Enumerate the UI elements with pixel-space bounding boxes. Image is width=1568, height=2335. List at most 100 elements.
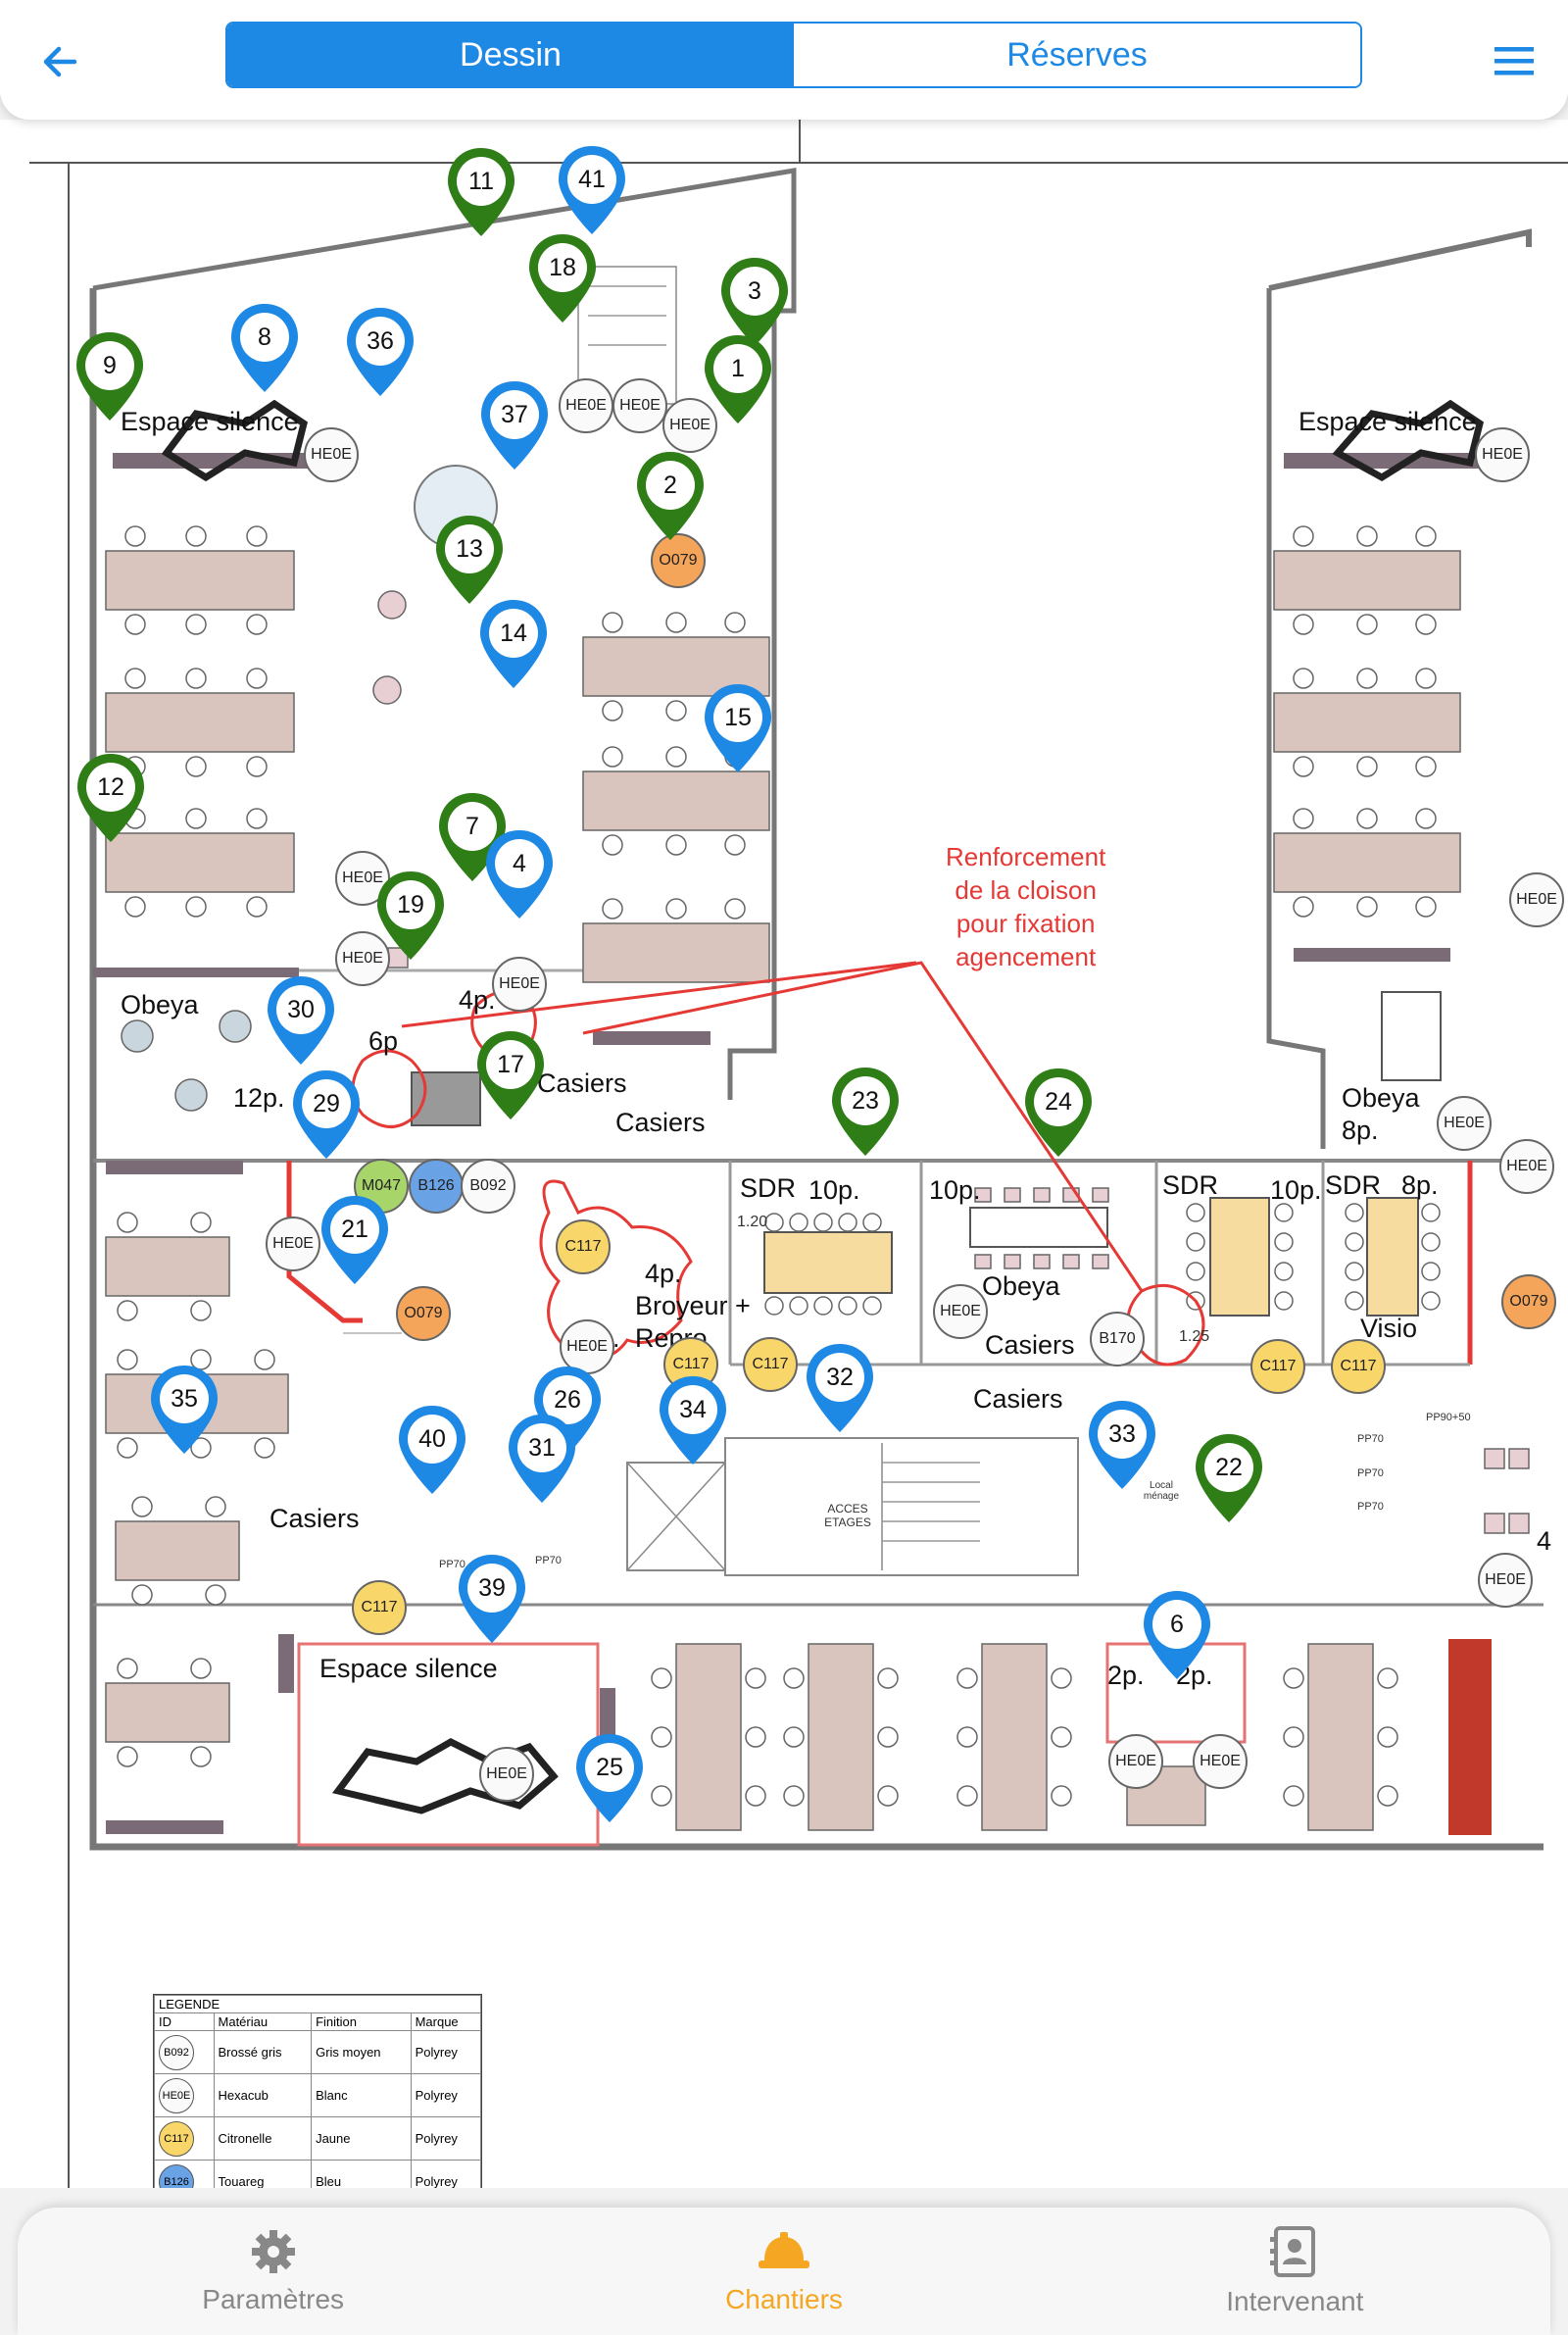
material-chip[interactable]: O079 [651, 533, 706, 588]
back-button[interactable] [37, 37, 86, 86]
reserve-pin[interactable]: 31 [507, 1413, 577, 1505]
pin-number: 33 [1098, 1410, 1147, 1459]
nav-intervenant[interactable]: Intervenant [1040, 2208, 1550, 2335]
legend-row: B092 Brossé gris Gris moyen Polyrey [154, 2030, 482, 2074]
pin-number: 37 [490, 390, 539, 439]
floor-plan-drawing [29, 120, 1568, 2188]
drawing-label: PP70 [535, 1555, 562, 1566]
reserve-pin[interactable]: 11 [446, 146, 516, 238]
reserve-pin[interactable]: 40 [397, 1404, 467, 1496]
material-chip[interactable]: HE0E [612, 378, 667, 433]
arrow-left-icon [43, 46, 77, 77]
material-chip[interactable]: HE0E [1108, 1734, 1163, 1789]
reserve-pin[interactable]: 30 [266, 974, 336, 1067]
room-label: Broyeur + [635, 1291, 751, 1320]
floor-plan-canvas[interactable]: Espace silence Espace silence Obeya 12p.… [0, 120, 1568, 2188]
material-chip[interactable]: HE0E [479, 1747, 534, 1802]
material-chip[interactable]: HE0E [1437, 1096, 1492, 1151]
room-label: 8p. [1401, 1170, 1439, 1200]
reserve-pin[interactable]: 3 [719, 256, 790, 348]
pin-number: 18 [538, 243, 587, 292]
pin-number: 25 [585, 1743, 634, 1792]
reserve-pin[interactable]: 8 [229, 302, 300, 394]
room-label: SDR [1325, 1170, 1382, 1200]
material-chip[interactable]: HE0E [1499, 1139, 1554, 1194]
reserve-pin[interactable]: 2 [635, 450, 706, 542]
room-label: 8p. [1342, 1116, 1379, 1145]
legend-row: C117 Citronelle Jaune Polyrey [154, 2116, 482, 2161]
room-label: 6p [368, 1026, 399, 1056]
room-label: Obeya [121, 990, 199, 1019]
reserve-pin[interactable]: 29 [291, 1068, 362, 1161]
material-chip[interactable]: HE0E [304, 427, 359, 482]
pin-number: 15 [713, 693, 762, 742]
reserve-pin[interactable]: 18 [527, 232, 598, 324]
reserve-pin[interactable]: 9 [74, 330, 145, 422]
material-chip[interactable]: C117 [1331, 1339, 1386, 1394]
material-chip[interactable]: HE0E [1509, 872, 1564, 927]
reserve-pin[interactable]: 35 [149, 1364, 220, 1456]
reserve-pin[interactable]: 33 [1087, 1399, 1157, 1491]
pin-number: 9 [85, 341, 134, 390]
reserve-pin[interactable]: 37 [479, 379, 550, 472]
view-segmented-control: Dessin Réserves [225, 22, 1362, 88]
reserve-pin[interactable]: 41 [557, 144, 627, 236]
reserve-pin[interactable]: 39 [457, 1553, 527, 1645]
room-label: SDR [1162, 1170, 1219, 1200]
reserve-pin[interactable]: 19 [375, 869, 446, 962]
legend-material: Brossé gris [213, 2030, 313, 2074]
material-chip[interactable]: HE0E [1475, 427, 1530, 482]
reserve-pin[interactable]: 17 [475, 1029, 546, 1121]
reserve-pin[interactable]: 12 [75, 752, 146, 844]
dimension-label: 1.25 [1179, 1328, 1210, 1345]
room-label: Casiers [615, 1108, 706, 1137]
reserve-pin[interactable]: 13 [434, 514, 505, 606]
reserve-pin[interactable]: 25 [574, 1732, 645, 1824]
material-chip[interactable]: B126 [409, 1159, 464, 1214]
tab-reserves[interactable]: Réserves [794, 24, 1360, 86]
reserve-pin[interactable]: 6 [1142, 1589, 1212, 1681]
reserve-pin[interactable]: 21 [319, 1194, 390, 1286]
reserve-pin[interactable]: 24 [1023, 1067, 1094, 1159]
material-chip[interactable]: HE0E [266, 1217, 320, 1271]
pin-number: 8 [240, 313, 289, 362]
material-chip[interactable]: HE0E [335, 851, 390, 906]
pin-number: 40 [408, 1415, 457, 1464]
pin-number: 22 [1204, 1443, 1253, 1492]
material-chip[interactable]: HE0E [559, 378, 613, 433]
pin-number: 11 [457, 157, 506, 206]
reserve-pin[interactable]: 23 [830, 1066, 901, 1158]
material-chip[interactable]: C117 [743, 1337, 798, 1392]
material-chip[interactable]: B170 [1090, 1312, 1145, 1366]
material-chip[interactable]: M047 [354, 1159, 409, 1214]
pin-number: 17 [486, 1040, 535, 1089]
nav-label: Intervenant [1226, 2286, 1364, 2316]
hamburger-menu-icon [1494, 47, 1534, 75]
material-chip[interactable]: HE0E [1193, 1734, 1248, 1789]
material-chip[interactable]: O079 [1501, 1274, 1556, 1329]
pin-number: 4 [495, 839, 544, 888]
material-chip[interactable]: C117 [556, 1219, 611, 1274]
material-chip[interactable]: C117 [352, 1580, 407, 1635]
material-chip[interactable]: HE0E [1478, 1553, 1533, 1608]
material-chip[interactable]: HE0E [662, 398, 717, 453]
reserve-pin[interactable]: 14 [478, 598, 549, 690]
material-chip[interactable]: B092 [461, 1159, 515, 1214]
nav-chantiers[interactable]: Chantiers [528, 2208, 1039, 2335]
material-chip[interactable]: O079 [396, 1286, 451, 1341]
material-chip[interactable]: HE0E [933, 1284, 988, 1339]
reserve-pin[interactable]: 1 [703, 333, 773, 425]
legend-chip: B126 [159, 2163, 194, 2188]
material-chip[interactable]: C117 [1250, 1339, 1305, 1394]
material-chip[interactable]: HE0E [335, 931, 390, 986]
tab-dessin[interactable]: Dessin [227, 24, 794, 86]
reserve-pin[interactable]: 36 [345, 306, 416, 398]
hamburger-menu-button[interactable] [1490, 39, 1539, 82]
reserve-pin[interactable]: 34 [658, 1374, 728, 1466]
reserve-pin[interactable]: 4 [484, 828, 555, 920]
reserve-pin[interactable]: 22 [1194, 1432, 1264, 1524]
nav-parametres[interactable]: Paramètres [18, 2208, 528, 2335]
reserve-pin[interactable]: 15 [703, 682, 773, 774]
reserve-pin[interactable]: 32 [805, 1342, 875, 1434]
material-chip[interactable]: HE0E [492, 957, 547, 1012]
